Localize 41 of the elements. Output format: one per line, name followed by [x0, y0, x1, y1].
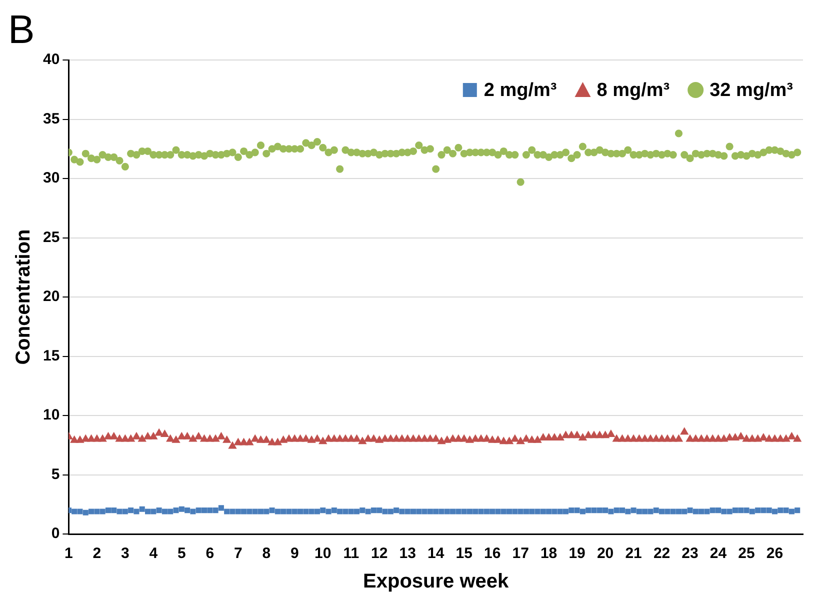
- x-tick-label: 25: [738, 545, 755, 562]
- y-tick-label: 40: [42, 51, 60, 68]
- y-tick-label: 20: [42, 288, 60, 306]
- legend-label: 8 mg/m³: [596, 80, 670, 102]
- x-tick-label: 24: [710, 545, 728, 562]
- x-tick-label: 14: [428, 545, 445, 562]
- x-tick-label: 17: [512, 545, 529, 562]
- chart-title: B: [8, 8, 35, 52]
- y-tick-label: 30: [42, 170, 60, 187]
- y-tick-label: 0: [51, 525, 60, 542]
- x-tick-label: 6: [206, 545, 214, 562]
- x-tick-label: 9: [290, 545, 299, 562]
- x-tick-label: 5: [177, 545, 186, 562]
- x-axis-title: Exposure week: [363, 570, 510, 593]
- legend-label: 2 mg/m³: [484, 80, 557, 102]
- y-tick-label: 10: [42, 406, 60, 424]
- y-tick-label: 25: [42, 228, 60, 246]
- x-tick-label: 7: [234, 545, 242, 562]
- x-tick-label: 26: [766, 545, 784, 562]
- legend-label: 32 mg/m³: [710, 80, 794, 102]
- x-tick-label: 13: [399, 545, 416, 562]
- x-tick-label: 22: [653, 545, 670, 562]
- x-tick-label: 10: [314, 545, 332, 562]
- x-tick-label: 21: [625, 545, 642, 562]
- x-tick-label: 3: [121, 545, 130, 562]
- x-tick-label: 11: [343, 545, 360, 562]
- x-tick-label: 8: [262, 545, 271, 562]
- x-tick-label: 16: [484, 545, 501, 562]
- x-tick-label: 4: [149, 545, 158, 562]
- y-axis-title: Concentration: [12, 229, 35, 365]
- x-tick-label: 23: [682, 545, 698, 562]
- x-tick-label: 1: [64, 545, 73, 562]
- x-tick-label: 12: [371, 545, 388, 562]
- x-tick-label: 18: [540, 545, 558, 562]
- x-tick-label: 19: [568, 545, 586, 562]
- y-tick-label: 5: [51, 466, 60, 483]
- x-tick-label: 20: [596, 545, 614, 562]
- x-tick-label: 2: [92, 545, 102, 562]
- y-tick-label: 15: [42, 347, 60, 364]
- y-tick-label: 35: [42, 110, 60, 128]
- x-tick-label: 15: [456, 545, 472, 562]
